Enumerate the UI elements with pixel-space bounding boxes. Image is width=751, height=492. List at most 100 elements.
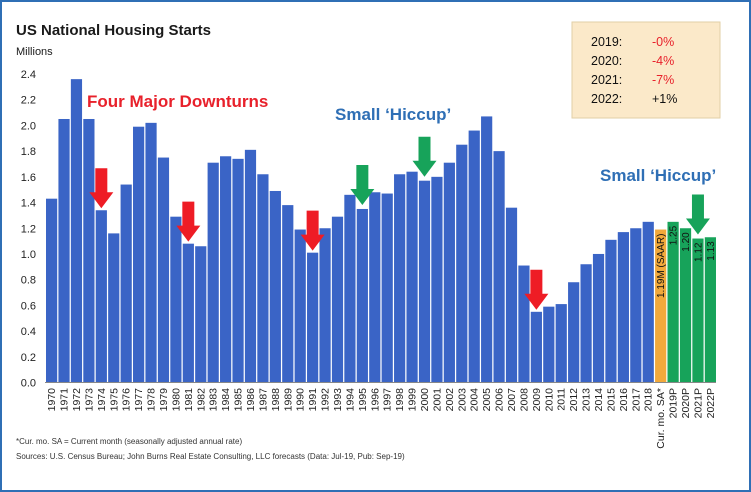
x-tick-label: 2021P — [692, 388, 704, 418]
x-tick-label: 1997 — [382, 388, 394, 412]
x-tick-label: 2012 — [568, 388, 580, 412]
x-tick-label: 2009 — [531, 388, 543, 412]
arrow-icon — [412, 136, 437, 177]
x-tick-label: 2008 — [518, 388, 530, 412]
y-axis-ticks: 0.0 0.2 0.4 0.6 0.8 1.0 1.2 1.4 1.6 1.8 2.0 2.2 2.4 — [21, 69, 36, 390]
x-tick-label: 1986 — [245, 388, 257, 412]
bar — [605, 239, 617, 383]
x-tick-label: 1976 — [121, 388, 133, 412]
bar — [518, 265, 530, 383]
bar — [555, 304, 567, 383]
bar — [667, 221, 679, 383]
y-tick-label: 0.8 — [21, 275, 36, 287]
y-tick-label: 1.4 — [21, 198, 36, 210]
bar — [319, 228, 331, 383]
x-tick-label: 1993 — [332, 388, 344, 412]
x-tick-label: 2011 — [556, 388, 568, 411]
bar — [505, 207, 518, 383]
x-tick-label: 1982 — [195, 388, 207, 412]
x-tick-label: 1979 — [158, 388, 170, 412]
bar — [381, 193, 393, 383]
y-tick-label: 1.6 — [21, 172, 36, 184]
x-tick-label: Cur. mo. SA* — [655, 388, 667, 449]
bar — [493, 151, 505, 383]
legend-change: -7% — [652, 73, 674, 87]
bar — [655, 229, 667, 383]
bar — [568, 282, 580, 383]
x-tick-label: 1992 — [320, 388, 332, 412]
x-tick-label: 1996 — [369, 388, 381, 412]
x-tick-label: 2013 — [581, 388, 593, 412]
arrow-icon — [524, 269, 549, 310]
source-note: Sources: U.S. Census Bureau; John Burns … — [16, 452, 405, 461]
legend-rows: 2019: -0% 2020: -4% 2021: -7% 2022: +1% — [591, 35, 677, 106]
y-tick-label: 2.2 — [21, 95, 36, 107]
legend-change: -4% — [652, 54, 674, 68]
bar — [617, 232, 629, 383]
x-tick-label: 2001 — [431, 388, 443, 412]
x-tick-label: 1990 — [295, 388, 307, 412]
bar — [282, 205, 294, 383]
x-tick-label: 1973 — [83, 388, 95, 412]
bar — [95, 210, 107, 383]
bar — [232, 158, 244, 383]
legend-box-background — [571, 21, 721, 119]
bar — [369, 192, 381, 383]
legend-change: +1% — [652, 92, 677, 106]
bar — [543, 306, 555, 383]
bar — [120, 184, 132, 383]
x-tick-label: 1980 — [170, 388, 182, 412]
x-tick-label: 1970 — [46, 388, 58, 412]
y-tick-label: 0.4 — [21, 326, 36, 338]
bar — [83, 118, 95, 383]
y-tick-label: 2.4 — [21, 69, 36, 81]
x-tick-label: 2007 — [506, 388, 518, 412]
y-tick-label: 1.0 — [21, 249, 36, 261]
bars — [46, 79, 716, 383]
x-tick-label: 1971 — [59, 388, 71, 412]
bar — [468, 130, 480, 383]
x-tick-label: 2000 — [419, 388, 431, 412]
bar — [692, 238, 704, 383]
bar — [481, 116, 493, 383]
x-tick-label: 1984 — [220, 388, 232, 412]
x-tick-label: 2020P — [680, 388, 692, 418]
bar — [46, 198, 58, 383]
arrow-icon — [300, 210, 325, 251]
x-tick-label: 1995 — [357, 388, 369, 412]
chart-title: US National Housing Starts — [16, 22, 211, 39]
y-tick-label: 1.2 — [21, 223, 36, 235]
x-tick-label: 1972 — [71, 388, 83, 412]
x-tick-label: 1987 — [257, 388, 269, 412]
bar — [530, 311, 542, 383]
x-tick-label: 1981 — [183, 388, 195, 412]
bar — [642, 221, 654, 383]
bar — [394, 174, 406, 383]
legend-change: -0% — [652, 35, 674, 49]
hiccup-annotation-1: Small ‘Hiccup’ — [335, 105, 451, 124]
bar — [207, 162, 219, 383]
bar — [344, 194, 356, 383]
legend-year: 2021: — [591, 73, 622, 87]
bar — [331, 216, 344, 383]
arrow-icon — [685, 194, 710, 235]
legend-year: 2020: — [591, 54, 622, 68]
bar — [269, 190, 281, 383]
x-tick-label: 1975 — [108, 388, 120, 412]
y-tick-label: 0.0 — [21, 378, 36, 390]
bar-value-label: 1.25 — [669, 225, 680, 245]
bar-value-label: 1.13 — [706, 241, 717, 261]
x-tick-label: 2015 — [605, 388, 617, 412]
bar — [294, 229, 306, 383]
x-tick-label: 2002 — [444, 388, 456, 412]
bar — [679, 228, 692, 383]
bar — [157, 157, 170, 383]
bar — [182, 243, 194, 383]
x-axis-ticks: 1970 1971 1972 1973 1974 1975 1976 1977 1978 1979… — [46, 388, 717, 449]
bar — [133, 126, 145, 383]
bar — [58, 118, 70, 383]
x-tick-label: 2010 — [543, 388, 555, 412]
x-tick-label: 1999 — [407, 388, 419, 412]
footnote: *Cur. mo. SA = Current month (seasonally… — [16, 437, 242, 446]
bar — [220, 156, 232, 383]
